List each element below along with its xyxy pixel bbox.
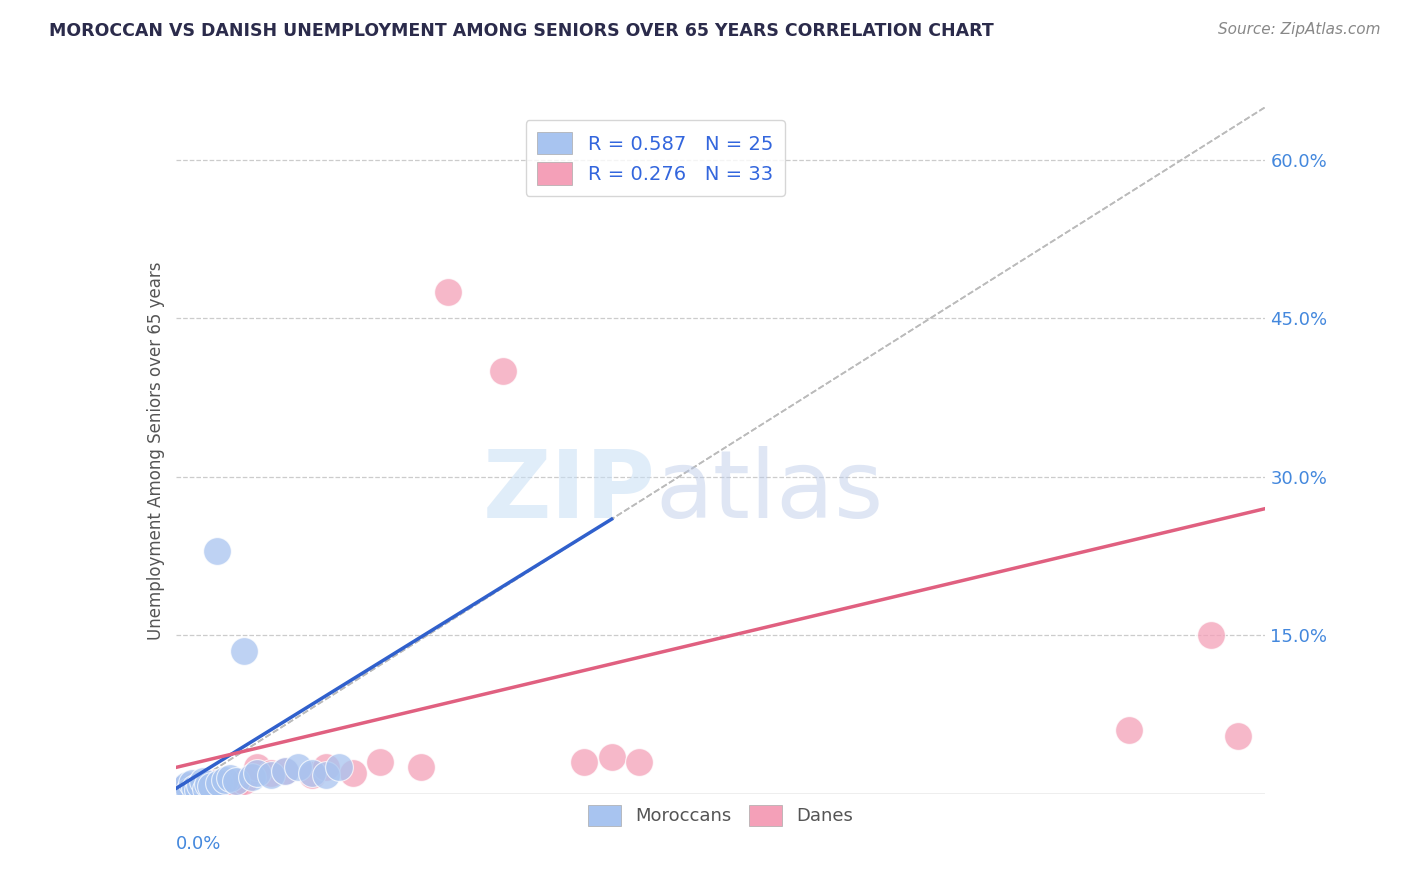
Point — [179, 780, 201, 794]
Point — [181, 776, 204, 790]
Point — [186, 782, 209, 797]
Point — [208, 776, 231, 790]
Point — [246, 760, 269, 774]
Point — [208, 780, 231, 794]
Point — [194, 781, 217, 796]
Point — [600, 750, 623, 764]
Point — [287, 760, 309, 774]
Point — [219, 771, 242, 785]
Text: ZIP: ZIP — [482, 446, 655, 538]
Point — [194, 779, 217, 793]
Point — [219, 776, 242, 790]
Point — [1118, 723, 1140, 738]
Point — [188, 783, 211, 797]
Point — [315, 768, 337, 782]
Point — [1227, 729, 1250, 743]
Point — [240, 770, 263, 784]
Text: Source: ZipAtlas.com: Source: ZipAtlas.com — [1218, 22, 1381, 37]
Point — [191, 774, 214, 789]
Point — [342, 765, 364, 780]
Point — [197, 777, 219, 791]
Point — [437, 285, 460, 299]
Point — [574, 755, 596, 769]
Point — [232, 774, 254, 789]
Point — [184, 780, 207, 795]
Point — [260, 768, 283, 782]
Point — [409, 760, 432, 774]
Point — [274, 764, 297, 778]
Point — [176, 779, 198, 793]
Point — [186, 781, 209, 796]
Point — [170, 781, 193, 796]
Point — [627, 755, 650, 769]
Point — [202, 776, 225, 790]
Point — [181, 782, 204, 797]
Text: 0.0%: 0.0% — [176, 835, 221, 853]
Point — [184, 779, 207, 793]
Point — [232, 644, 254, 658]
Point — [1199, 628, 1222, 642]
Point — [301, 765, 323, 780]
Point — [492, 364, 515, 378]
Point — [301, 768, 323, 782]
Point — [176, 783, 198, 797]
Point — [197, 782, 219, 797]
Point — [315, 760, 337, 774]
Point — [188, 779, 211, 793]
Point — [246, 765, 269, 780]
Point — [214, 773, 236, 788]
Point — [225, 774, 247, 789]
Point — [170, 781, 193, 796]
Point — [205, 544, 228, 558]
Point — [328, 760, 350, 774]
Point — [260, 765, 283, 780]
Text: MOROCCAN VS DANISH UNEMPLOYMENT AMONG SENIORS OVER 65 YEARS CORRELATION CHART: MOROCCAN VS DANISH UNEMPLOYMENT AMONG SE… — [49, 22, 994, 40]
Point — [274, 764, 297, 778]
Point — [368, 755, 391, 769]
Point — [191, 780, 214, 795]
Point — [179, 783, 201, 797]
Point — [205, 781, 228, 796]
Point — [225, 779, 247, 793]
Point — [200, 780, 222, 794]
Text: atlas: atlas — [655, 446, 883, 538]
Legend: Moroccans, Danes: Moroccans, Danes — [581, 797, 860, 833]
Point — [214, 777, 236, 791]
Y-axis label: Unemployment Among Seniors over 65 years: Unemployment Among Seniors over 65 years — [146, 261, 165, 640]
